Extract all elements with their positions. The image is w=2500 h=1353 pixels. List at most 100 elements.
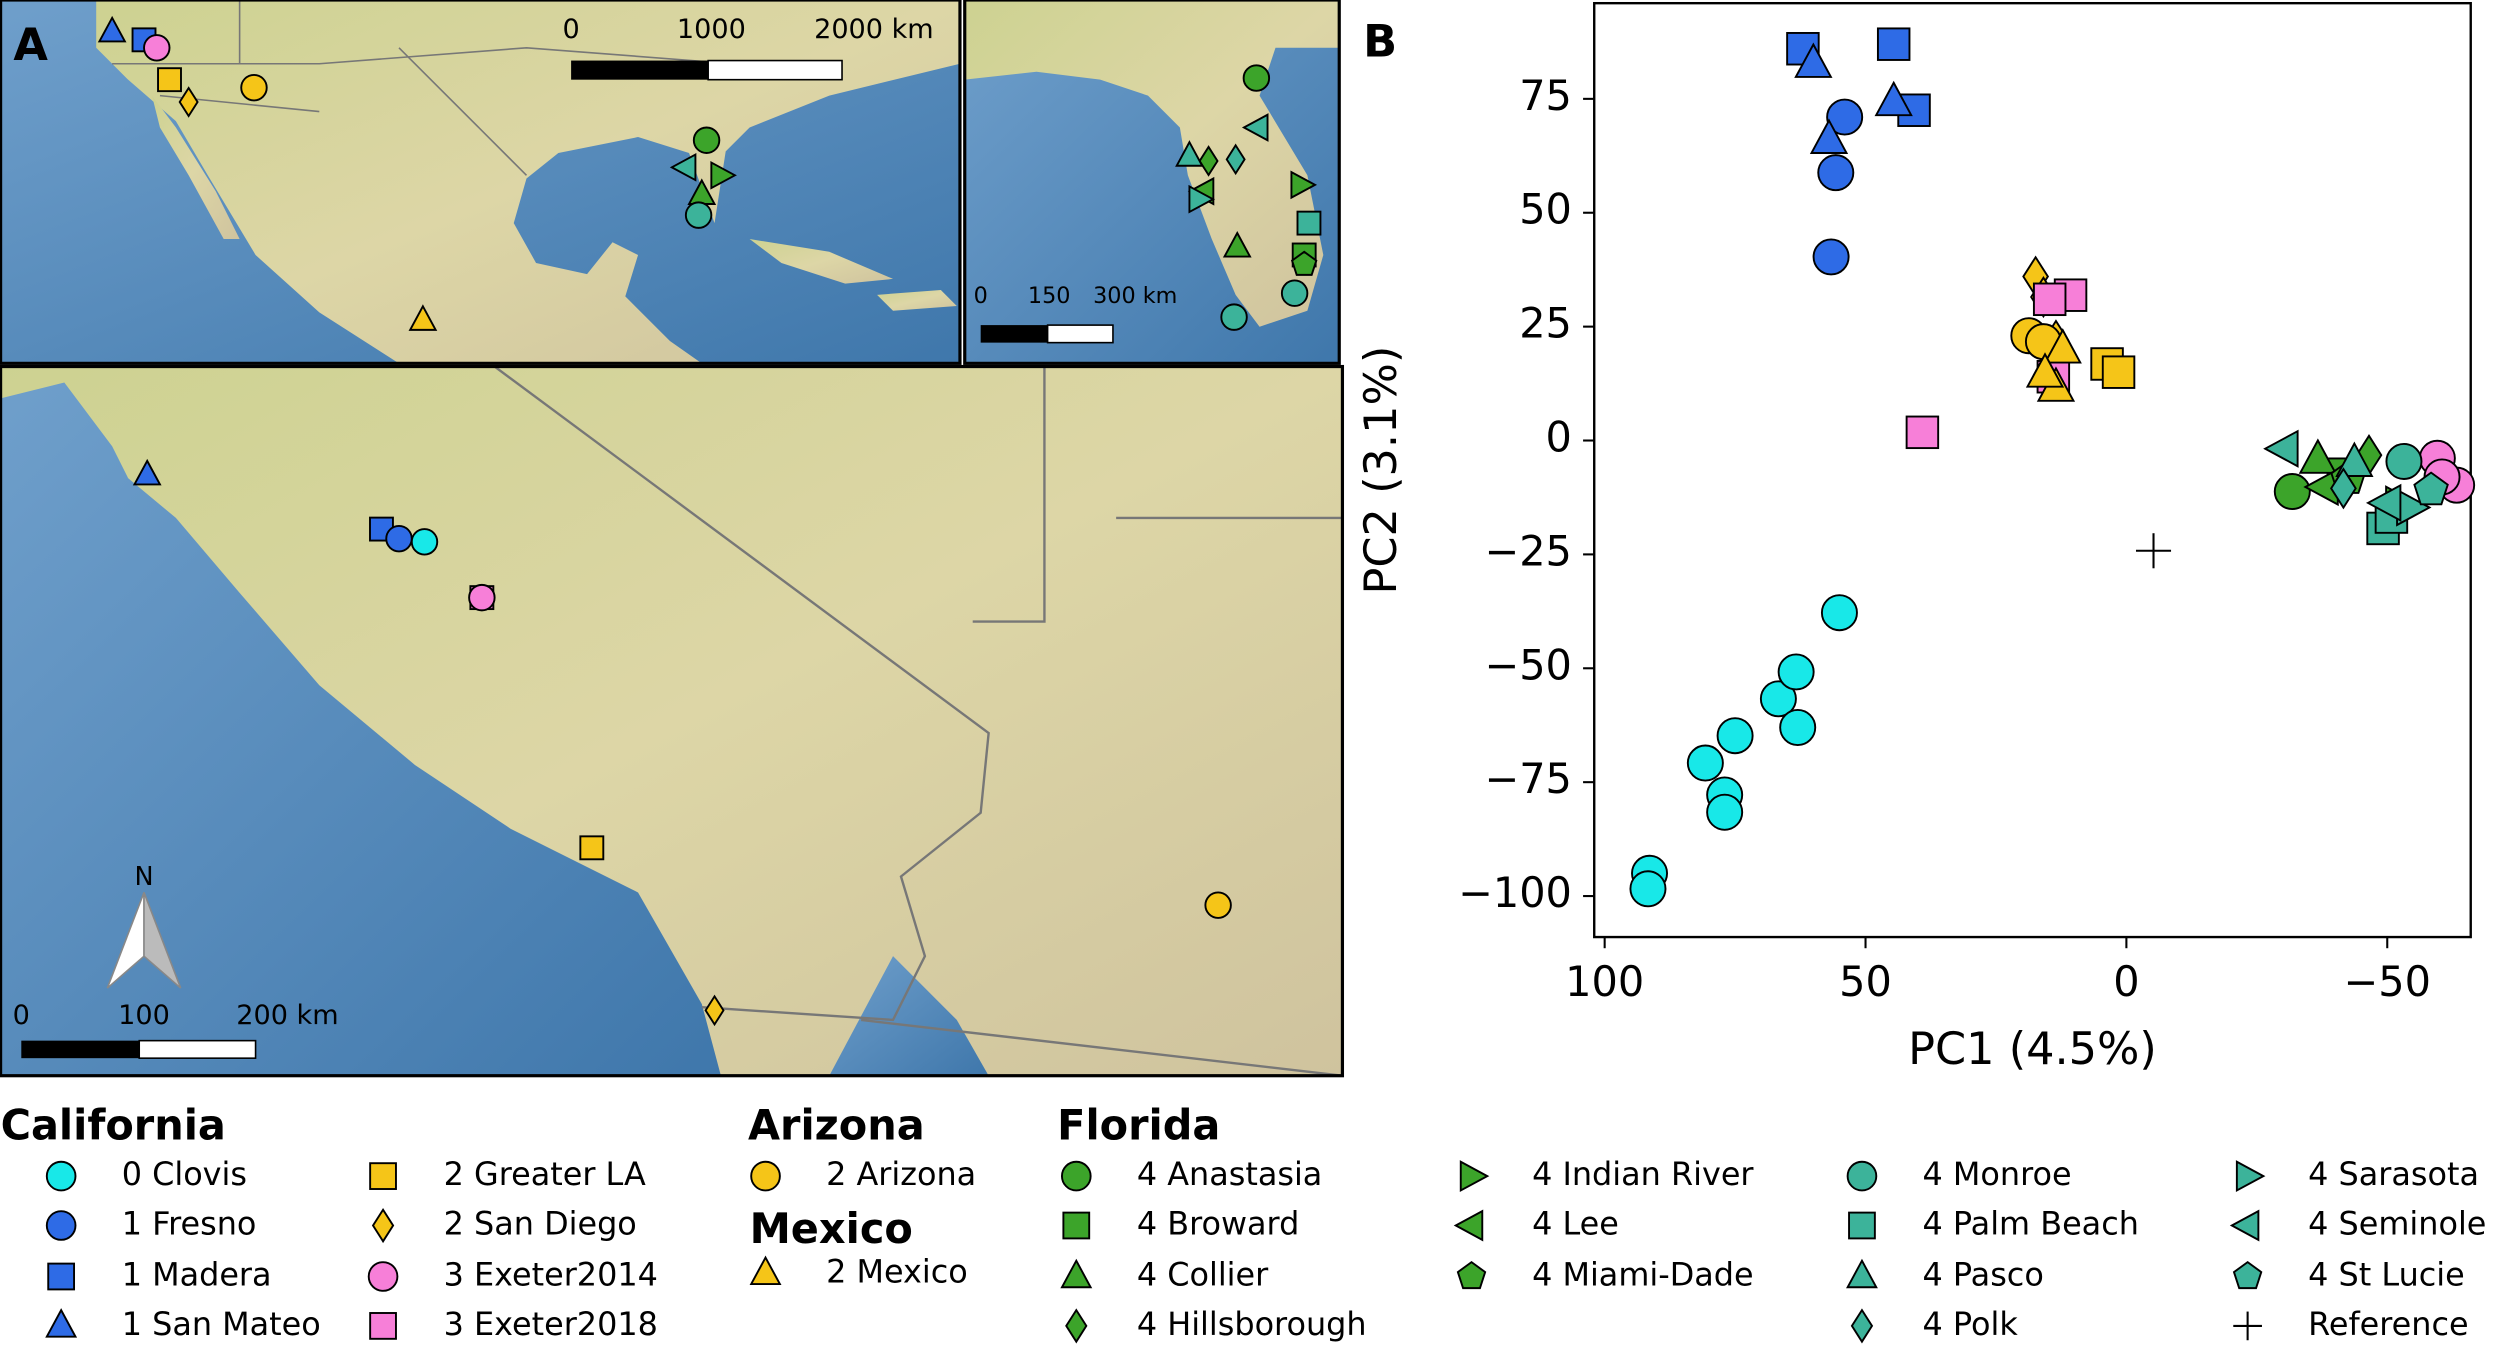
map-marker bbox=[710, 160, 737, 190]
y-tick-label: 25 bbox=[1519, 300, 1572, 348]
map-marker bbox=[1198, 145, 1219, 177]
legend-marker bbox=[2229, 1209, 2260, 1242]
legend-marker bbox=[369, 1312, 397, 1340]
legend-label: 2 Arizona bbox=[826, 1155, 976, 1193]
map-marker bbox=[669, 152, 697, 182]
map-marker bbox=[132, 458, 162, 486]
legend-marker bbox=[2232, 1260, 2263, 1290]
x-tick-label: 100 bbox=[1565, 958, 1644, 1006]
point bbox=[2025, 352, 2065, 388]
scale-label: 100 bbox=[118, 1000, 170, 1031]
point bbox=[1812, 238, 1850, 276]
map-marker bbox=[704, 994, 725, 1027]
map-marker bbox=[410, 528, 439, 556]
map-marker bbox=[1175, 140, 1204, 167]
map-frame bbox=[963, 0, 1341, 365]
legend-marker bbox=[369, 1162, 397, 1190]
legend-marker bbox=[1456, 1260, 1487, 1290]
map-marker bbox=[468, 583, 496, 612]
point bbox=[1876, 27, 1911, 61]
map-marker bbox=[143, 34, 171, 62]
scale-label: 300 km bbox=[1093, 283, 1177, 309]
map-frame bbox=[0, 364, 1345, 1078]
map-marker bbox=[1188, 184, 1216, 214]
legend-marker bbox=[45, 1308, 78, 1338]
legend-label: 1 Madera bbox=[122, 1256, 272, 1294]
map-marker bbox=[684, 201, 713, 229]
scale-label: 200 km bbox=[236, 1000, 338, 1031]
legend-label: 2 Greater LA bbox=[444, 1155, 646, 1193]
legend-marker bbox=[1065, 1308, 1088, 1344]
legend-title: Arizona bbox=[748, 1101, 925, 1149]
point bbox=[2273, 473, 2311, 511]
legend-label: 1 San Mateo bbox=[122, 1305, 321, 1343]
y-tick-label: −75 bbox=[1484, 755, 1571, 803]
north-arrow bbox=[143, 892, 182, 989]
legend-marker bbox=[1846, 1258, 1878, 1289]
legend-marker bbox=[1060, 1160, 1092, 1192]
map-marker bbox=[157, 67, 182, 93]
point bbox=[1905, 415, 1940, 450]
y-tick-label: 50 bbox=[1519, 186, 1572, 234]
legend-marker bbox=[371, 1207, 395, 1244]
point bbox=[2365, 483, 2402, 523]
map-california bbox=[0, 366, 1343, 1076]
legend-marker bbox=[749, 1255, 782, 1286]
map-marker bbox=[1204, 891, 1232, 919]
map-marker bbox=[1296, 210, 1322, 236]
scale-label: 0 bbox=[974, 283, 988, 309]
map-marker bbox=[178, 86, 199, 118]
scale-bar bbox=[571, 60, 709, 80]
legend-label: 2 Mexico bbox=[826, 1252, 968, 1290]
point bbox=[1759, 680, 1797, 718]
legend-label: 0 Clovis bbox=[122, 1155, 247, 1193]
legend-title: Mexico bbox=[750, 1205, 913, 1253]
x-tick-label: −50 bbox=[2344, 958, 2431, 1006]
point bbox=[1716, 717, 1754, 755]
legend-label: 4 Collier bbox=[1137, 1256, 1269, 1294]
scale-bar bbox=[980, 325, 1048, 343]
y-tick-label: 0 bbox=[1546, 414, 1572, 462]
legend-label: 4 Lee bbox=[1532, 1205, 1619, 1243]
legend-label: 4 Hillsborough bbox=[1137, 1305, 1367, 1343]
point bbox=[2032, 282, 2067, 317]
point bbox=[1794, 42, 1833, 78]
point bbox=[1874, 80, 1913, 117]
y-tick-label: −25 bbox=[1484, 527, 1571, 575]
point bbox=[2335, 441, 2374, 477]
point bbox=[1777, 653, 1815, 691]
x-axis-label: PC1 (4.5%) bbox=[1908, 1023, 2157, 1075]
legend-label: 4 Palm Beach bbox=[1923, 1205, 2139, 1243]
legend-label: 4 Polk bbox=[1923, 1305, 2019, 1343]
map-marker bbox=[1280, 279, 1309, 307]
point bbox=[2298, 438, 2337, 474]
scale-label: 0 bbox=[562, 14, 579, 45]
legend-marker bbox=[47, 1262, 76, 1291]
legend-label: 4 Sarasota bbox=[2308, 1155, 2479, 1193]
legend-marker bbox=[367, 1261, 399, 1292]
legend-marker bbox=[1062, 1211, 1091, 1240]
legend-title: California bbox=[1, 1101, 226, 1149]
x-tick-label: 0 bbox=[2113, 958, 2139, 1006]
scale-bar bbox=[138, 1039, 257, 1059]
legend-marker bbox=[1850, 1308, 1874, 1344]
legend-label: 4 St Lucie bbox=[2308, 1256, 2465, 1294]
point bbox=[1779, 709, 1817, 746]
legend-marker bbox=[1459, 1160, 1490, 1193]
map-marker bbox=[1222, 230, 1252, 258]
point bbox=[2385, 442, 2423, 480]
point bbox=[1686, 744, 1724, 782]
legend-label: 4 Indian River bbox=[1532, 1155, 1754, 1193]
legend-label: 4 Miami-Dade bbox=[1532, 1256, 1754, 1294]
point bbox=[2263, 429, 2299, 468]
y-tick-label: 75 bbox=[1519, 72, 1572, 120]
legend-marker bbox=[2235, 1160, 2266, 1193]
map-marker bbox=[1290, 170, 1318, 200]
legend-marker bbox=[1848, 1211, 1876, 1240]
point bbox=[2043, 328, 2082, 364]
panel-label: B bbox=[1363, 16, 1397, 68]
map-marker bbox=[1242, 64, 1271, 92]
map-marker bbox=[1225, 143, 1246, 176]
